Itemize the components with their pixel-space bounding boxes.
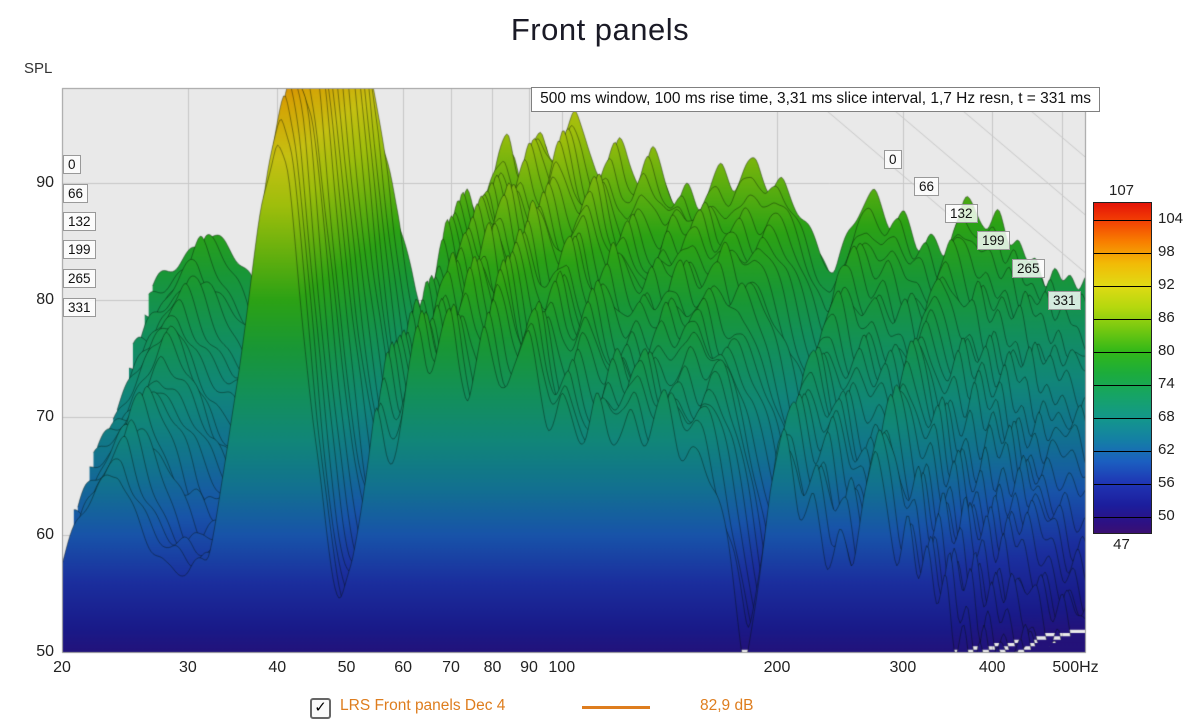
x-tick-label: 90 bbox=[520, 659, 538, 676]
time-label-left: 265 bbox=[63, 269, 96, 288]
x-tick-label: 200 bbox=[763, 659, 791, 676]
color-scale-tick-label: 104 bbox=[1158, 209, 1184, 227]
time-label-left: 132 bbox=[63, 212, 96, 231]
legend-checkbox[interactable]: ✓ bbox=[310, 698, 331, 719]
x-tick-label: 300 bbox=[889, 659, 917, 676]
color-scale-min-label: 47 bbox=[1113, 536, 1130, 553]
y-tick-label: 70 bbox=[36, 408, 54, 426]
x-tick-label: 100 bbox=[548, 659, 576, 676]
y-tick-label: 90 bbox=[36, 173, 54, 191]
x-tick-label: 70 bbox=[442, 659, 460, 676]
time-label-left: 66 bbox=[63, 184, 89, 203]
color-scale-tick-label: 80 bbox=[1158, 341, 1175, 359]
time-label-right: 0 bbox=[884, 150, 902, 169]
time-label-left: 0 bbox=[63, 155, 81, 174]
x-tick-label: 30 bbox=[178, 659, 197, 676]
color-scale-max-label: 107 bbox=[1108, 182, 1135, 199]
color-scale-tick-label: 98 bbox=[1158, 242, 1175, 260]
x-tick-label: 50 bbox=[337, 659, 356, 676]
y-axis-title: SPL bbox=[24, 60, 53, 77]
color-scale-tick-label: 68 bbox=[1158, 407, 1175, 425]
y-tick-label: 80 bbox=[36, 291, 54, 309]
x-tick-label: 400 bbox=[978, 659, 1006, 676]
time-label-left: 199 bbox=[63, 240, 96, 259]
color-scale-tick-label: 62 bbox=[1158, 440, 1175, 458]
color-scale-tick-label: 86 bbox=[1158, 308, 1175, 326]
time-label-right: 66 bbox=[914, 177, 940, 196]
legend-trace-value: 82,9 dB bbox=[700, 697, 754, 714]
color-scale-tick-label: 92 bbox=[1158, 275, 1175, 293]
color-scale-tick bbox=[1094, 516, 1151, 518]
page-title: Front panels bbox=[510, 12, 690, 47]
color-scale-tick bbox=[1094, 318, 1151, 320]
time-label-right: 331 bbox=[1048, 291, 1081, 310]
color-scale-tick bbox=[1094, 483, 1151, 485]
color-scale-tick-label: 50 bbox=[1158, 506, 1175, 524]
measurement-info-box: 500 ms window, 100 ms rise time, 3,31 ms… bbox=[531, 87, 1100, 112]
x-tick-label: 80 bbox=[483, 659, 502, 676]
color-scale-tick bbox=[1094, 417, 1151, 419]
time-label-right: 132 bbox=[945, 204, 978, 223]
color-scale-tick-label: 74 bbox=[1158, 374, 1175, 392]
legend-trace-label[interactable]: LRS Front panels Dec 4 bbox=[340, 697, 506, 714]
color-scale-tick bbox=[1094, 450, 1151, 452]
time-label-left: 331 bbox=[63, 298, 96, 317]
color-scale-tick bbox=[1094, 219, 1151, 221]
color-scale-tick bbox=[1094, 351, 1151, 353]
x-tick-label: 60 bbox=[394, 659, 413, 676]
color-scale-tick bbox=[1094, 252, 1151, 254]
x-tick-label: 20 bbox=[53, 659, 71, 676]
y-tick-label: 50 bbox=[36, 643, 54, 660]
x-tick-label: 500Hz bbox=[1052, 659, 1099, 676]
waterfall-plot-canvas[interactable] bbox=[0, 0, 1200, 682]
color-scale-tick-label: 56 bbox=[1158, 473, 1175, 491]
time-label-right: 199 bbox=[977, 231, 1010, 250]
time-label-right: 265 bbox=[1012, 259, 1045, 278]
x-tick-label: 40 bbox=[268, 659, 287, 676]
color-scale-tick bbox=[1094, 384, 1151, 386]
y-tick-label: 60 bbox=[36, 525, 54, 543]
color-scale-bar bbox=[1093, 202, 1152, 534]
color-scale-tick bbox=[1094, 285, 1151, 287]
legend-trace-line-swatch bbox=[582, 706, 650, 709]
